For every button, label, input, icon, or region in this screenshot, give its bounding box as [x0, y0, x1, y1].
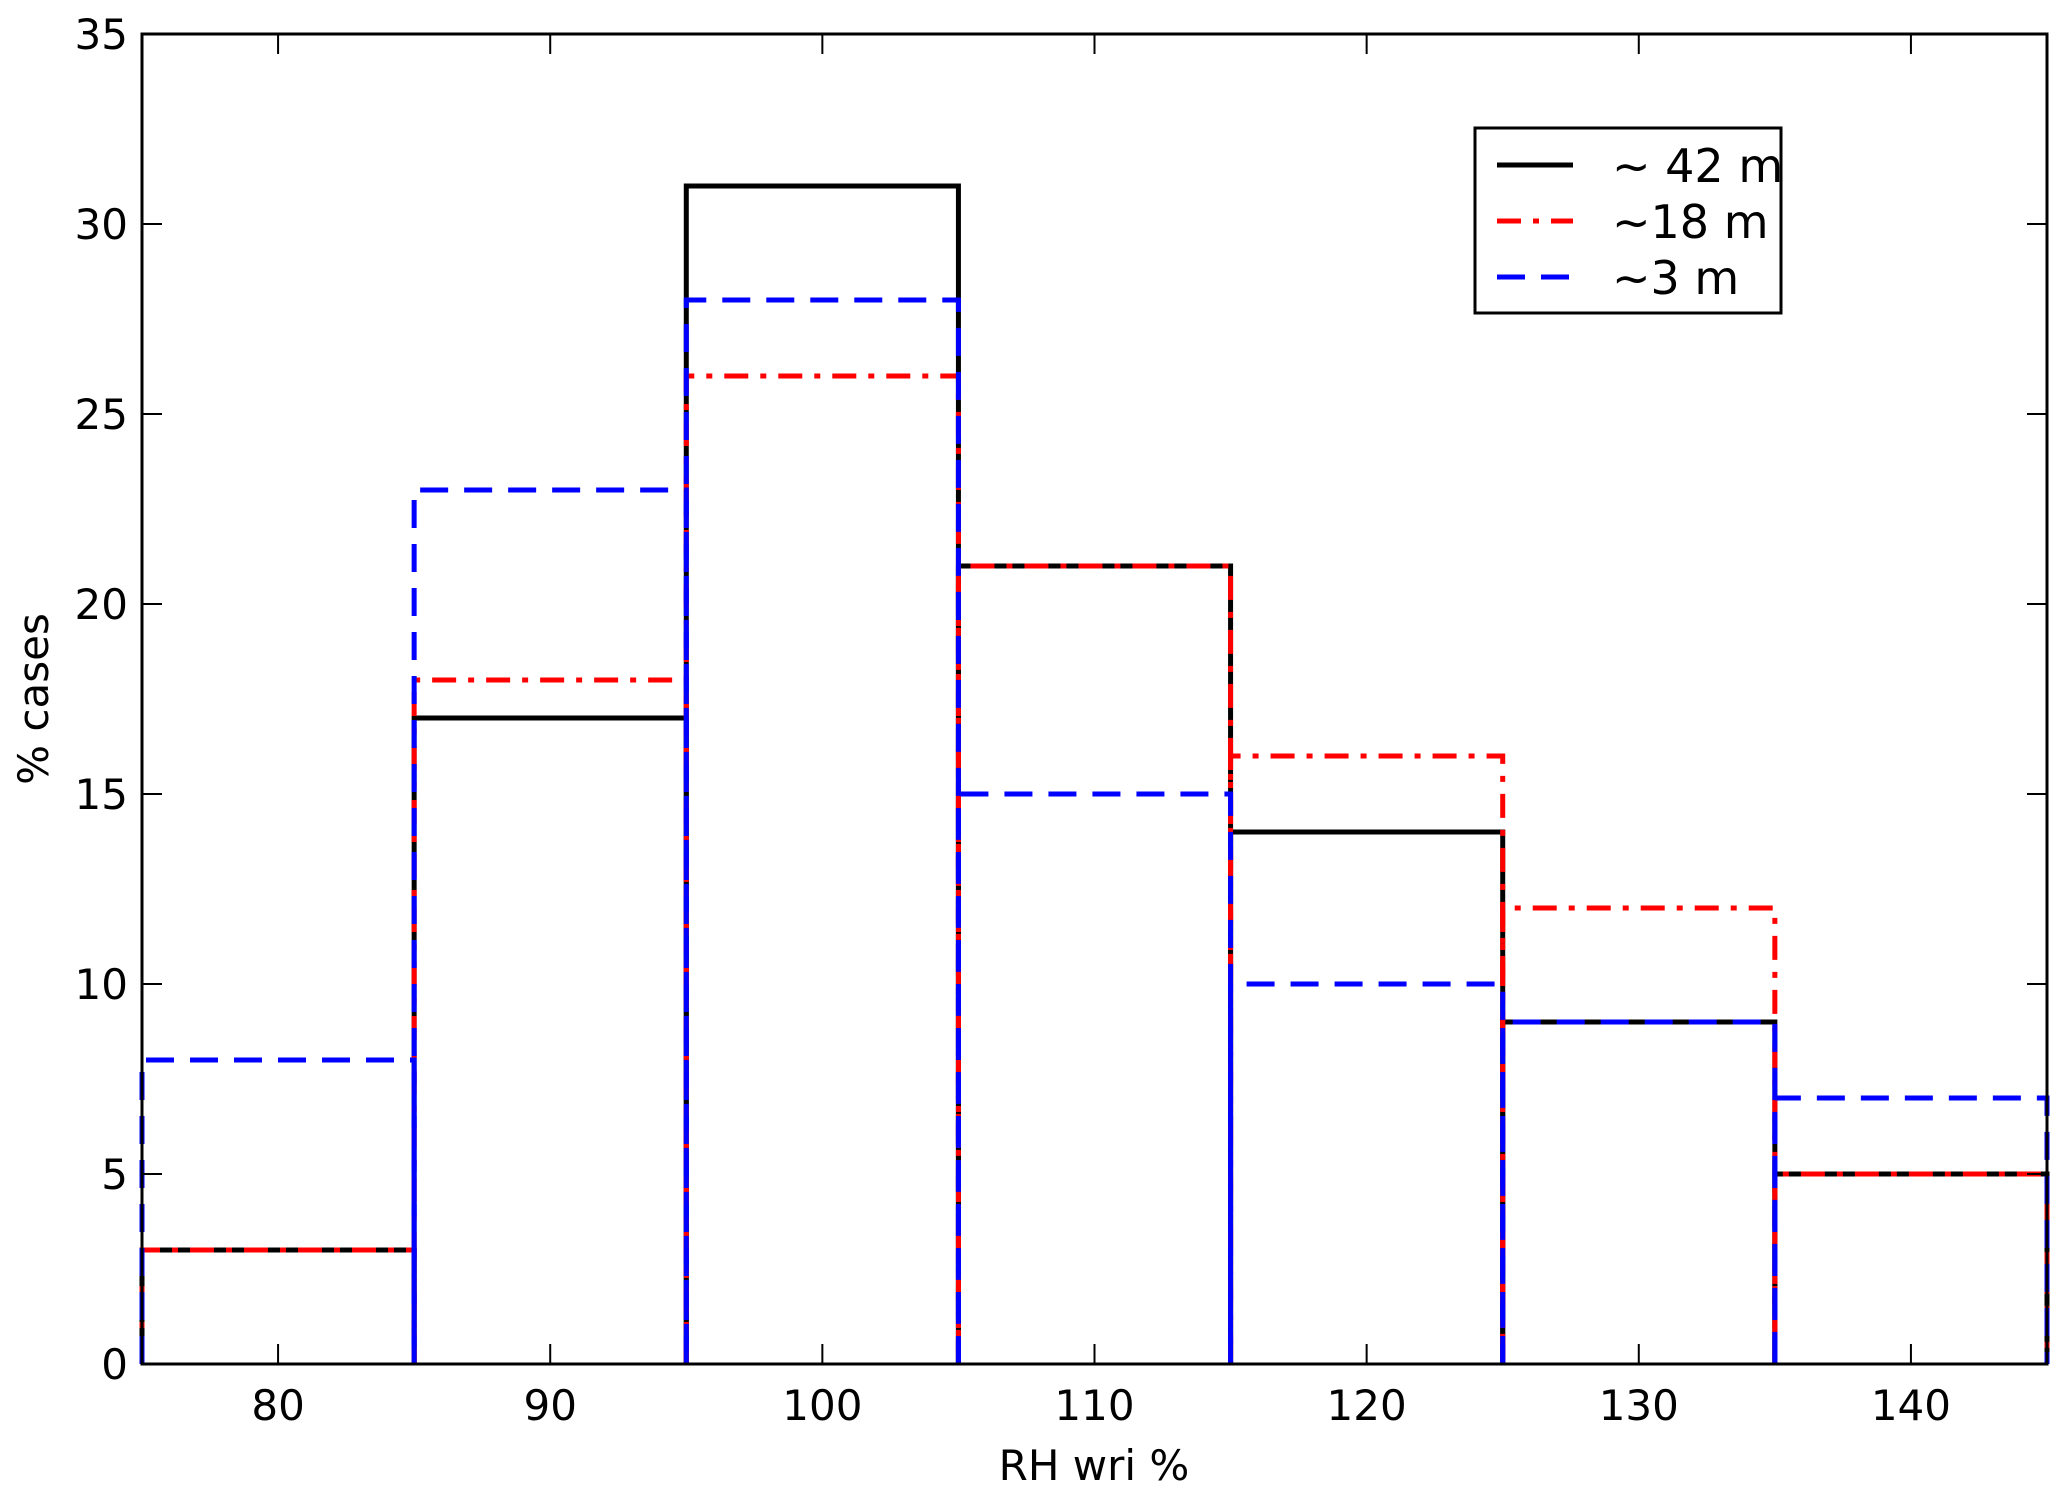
series-1 — [139, 373, 2050, 1364]
histogram-bin — [411, 715, 689, 1364]
histogram-bin — [411, 677, 689, 1364]
series-layer — [139, 183, 2050, 1364]
histogram-bin — [1772, 1171, 2050, 1364]
histogram-bin — [1228, 829, 1506, 1364]
legend-label: ~18 m — [1612, 195, 1769, 249]
x-tick-label: 130 — [1599, 1381, 1679, 1430]
x-tick-label: 120 — [1327, 1381, 1407, 1430]
legend-label: ~3 m — [1612, 251, 1739, 305]
histogram-bin — [683, 297, 961, 1364]
y-tick-label: 0 — [101, 1340, 128, 1389]
histogram-bin — [1500, 1019, 1778, 1364]
histogram-bin — [1228, 753, 1506, 1364]
y-tick-label: 35 — [75, 10, 128, 59]
histogram-bin — [955, 563, 1234, 1364]
histogram-bin — [139, 1057, 417, 1364]
histogram-bin — [955, 563, 1234, 1364]
x-axis-label: RH wri % — [999, 1441, 1190, 1490]
y-tick-label: 30 — [75, 200, 128, 249]
x-tick-label: 140 — [1871, 1381, 1951, 1430]
y-tick-label: 15 — [75, 770, 128, 819]
legend: ~ 42 m~18 m~3 m — [1473, 126, 1783, 315]
histogram-bin — [1772, 1171, 2050, 1364]
histogram-bin — [1772, 1095, 2050, 1364]
series-0 — [139, 183, 2050, 1364]
x-tick-label: 90 — [523, 1381, 576, 1430]
legend-box — [1473, 126, 1783, 315]
x-tick-label: 100 — [782, 1381, 862, 1430]
legend-label: ~ 42 m — [1612, 139, 1783, 193]
histogram-bin — [683, 183, 961, 1364]
y-axis-label: % cases — [9, 613, 58, 785]
x-tick-label: 80 — [251, 1381, 304, 1430]
y-tick-label: 25 — [75, 390, 128, 439]
x-tick-label: 110 — [1054, 1381, 1134, 1430]
histogram-bin — [1228, 981, 1506, 1364]
histogram-bin — [955, 791, 1234, 1364]
histogram-bin — [411, 487, 689, 1364]
histogram-bin — [1500, 905, 1778, 1364]
series-2 — [139, 297, 2050, 1364]
histogram-bin — [683, 373, 961, 1364]
ticks-layer: 80 90 100 110 120 130 140 0 5 10 15 20 25 30 35 — [75, 10, 2047, 1430]
histogram-bin — [1500, 1019, 1778, 1364]
y-tick-label: 10 — [75, 960, 128, 1009]
y-tick-label: 5 — [101, 1150, 128, 1199]
y-tick-label: 20 — [75, 580, 128, 629]
